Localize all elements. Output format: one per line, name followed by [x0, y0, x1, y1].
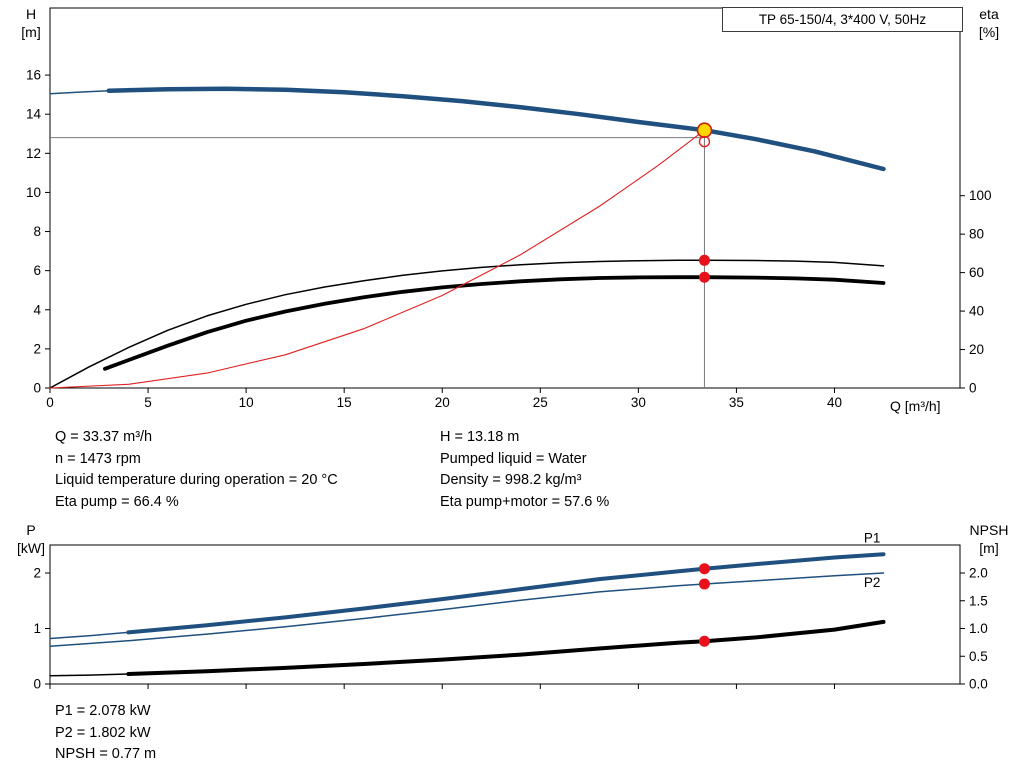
npsh-axis-symbol: NPSH: [969, 522, 1009, 538]
svg-text:2: 2: [33, 341, 41, 356]
p2-value: P2 = 1.802 kW: [55, 724, 151, 741]
p-axis-symbol: P: [26, 522, 36, 538]
svg-text:P1: P1: [864, 531, 881, 546]
svg-text:P2: P2: [864, 575, 881, 590]
duty-info-right: H = 13.18 m Pumped liquid = Water Densit…: [440, 427, 609, 514]
pump-model-label: TP 65-150/4, 3*400 V, 50Hz: [722, 7, 963, 32]
svg-text:0: 0: [969, 381, 977, 396]
power-npsh-chart[interactable]: 0 1 2 0.0 0.5 1.0 1.5 2.0 P1 P2: [0, 525, 1024, 700]
svg-text:1.5: 1.5: [969, 593, 988, 608]
eta-pump-motor-value: Eta pump+motor = 57.6 %: [440, 494, 610, 511]
npsh-value: NPSH = 0.77 m: [55, 746, 157, 763]
p-axis-unit: [kW]: [17, 540, 45, 556]
svg-text:0.0: 0.0: [969, 677, 988, 692]
npsh-axis-unit: [m]: [979, 540, 999, 556]
q-axis-title: Q [m³/h]: [890, 398, 941, 414]
svg-text:10: 10: [26, 185, 41, 200]
eta-axis-title: eta [%]: [966, 5, 1012, 41]
svg-text:60: 60: [969, 265, 984, 280]
pump-model-text: TP 65-150/4, 3*400 V, 50Hz: [758, 12, 927, 27]
h-axis-symbol: H: [25, 6, 37, 22]
h-axis-title: H [m]: [8, 5, 54, 41]
h-q-eta-chart[interactable]: 0 5 10 15 20 25 30 35 40 0 2 4 6 8 10 12 14 16 0 20 40 60 80 10…: [0, 0, 1024, 420]
liquid-temperature-value: Liquid temperature during operation = 20…: [55, 472, 338, 489]
svg-text:0: 0: [46, 395, 54, 410]
svg-text:40: 40: [969, 304, 984, 319]
svg-text:0: 0: [33, 677, 41, 692]
svg-text:20: 20: [969, 342, 984, 357]
svg-text:2: 2: [33, 566, 41, 581]
svg-text:80: 80: [969, 227, 984, 242]
p-axis-title: P [kW]: [8, 521, 54, 557]
svg-text:100: 100: [969, 188, 992, 203]
svg-text:8: 8: [33, 224, 41, 239]
svg-text:0.5: 0.5: [969, 649, 988, 664]
svg-text:35: 35: [729, 395, 744, 410]
svg-text:0: 0: [33, 381, 41, 396]
svg-text:2.0: 2.0: [969, 566, 988, 581]
density-value: Density = 998.2 kg/m³: [440, 472, 582, 489]
svg-text:15: 15: [337, 395, 352, 410]
p1-value: P1 = 2.078 kW: [55, 703, 151, 719]
pumped-liquid-value: Pumped liquid = Water: [440, 450, 587, 467]
svg-text:40: 40: [827, 395, 842, 410]
svg-text:30: 30: [631, 395, 646, 410]
svg-text:25: 25: [533, 395, 548, 410]
h-axis-unit: [m]: [21, 24, 41, 40]
npsh-axis-title: NPSH [m]: [960, 521, 1018, 557]
svg-text:1: 1: [33, 621, 41, 636]
head-value: H = 13.18 m: [440, 429, 520, 445]
eta-axis-unit: [%]: [978, 24, 1000, 40]
eta-pump-value: Eta pump = 66.4 %: [55, 494, 179, 511]
flow-value: Q = 33.37 m³/h: [55, 429, 153, 445]
svg-text:14: 14: [26, 107, 42, 122]
svg-text:6: 6: [33, 263, 41, 278]
eta-axis-symbol: eta: [979, 6, 999, 22]
svg-text:10: 10: [239, 395, 254, 410]
speed-value: n = 1473 rpm: [55, 450, 141, 467]
svg-text:4: 4: [33, 302, 41, 317]
duty-info-left: Q = 33.37 m³/h n = 1473 rpm Liquid tempe…: [55, 427, 338, 514]
power-info: P1 = 2.078 kW P2 = 1.802 kW NPSH = 0.77 …: [55, 701, 156, 766]
svg-text:16: 16: [26, 68, 41, 83]
svg-text:20: 20: [435, 395, 450, 410]
svg-text:1.0: 1.0: [969, 621, 988, 636]
svg-text:12: 12: [26, 146, 41, 161]
svg-text:5: 5: [144, 395, 152, 410]
